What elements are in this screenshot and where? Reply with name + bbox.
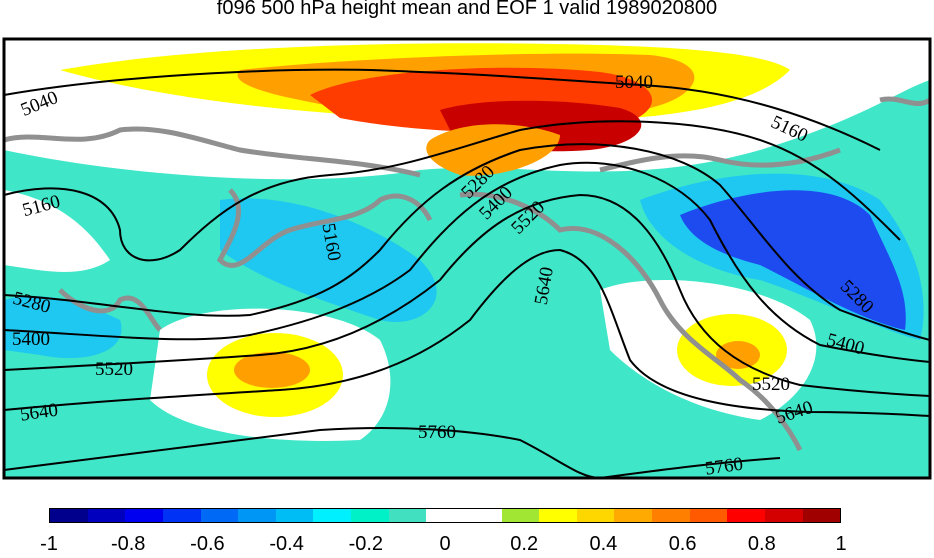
colorbar-segment [614,509,652,522]
colorbar-segment [689,509,728,522]
contour-label: 5520 [95,359,133,380]
contour-5280 [3,143,931,341]
colorbar-tick-label: -0.2 [348,533,384,555]
zero-region-asia [4,190,110,272]
contour-5160 [3,120,901,262]
colorbar-segment [351,509,389,522]
contour-label: 5760 [704,454,745,480]
positive-center-east-orange [716,341,760,369]
positive-region-alaska [426,124,560,176]
contour-5040 [3,68,881,151]
colorbar-segment [802,509,841,522]
colorbar-segment [388,509,427,522]
contour-5640 [3,248,931,417]
colorbar-segment [313,509,351,522]
contour-5760 [3,427,781,480]
colorbar-segment [87,509,126,522]
colorbar-tick-label: -0.4 [269,533,304,555]
contour-label: 5520 [752,374,790,395]
contour-label: 5760 [418,422,456,443]
colorbar-segment [539,509,577,522]
colorbar-tick-label: 0.6 [668,533,697,555]
colorbar-segment [426,509,464,522]
colorbar [49,508,841,523]
map-frame [2,37,932,480]
colorbar-tick-label: -0.8 [110,533,146,555]
negative-region-bering [220,198,437,322]
contour-label: 5040 [615,72,653,93]
colorbar-tick-label: -1 [40,533,58,555]
contour-5400 [3,161,931,363]
colorbar-tick-label: 0 [439,533,451,555]
colorbar-segment [727,509,765,522]
colorbar-segment [764,509,803,522]
colorbar-segment [50,509,88,522]
colorbar-tick-label: -0.6 [190,533,225,555]
height-contours [3,68,931,480]
positive-center-west-orange [234,352,310,388]
colorbar-tick-label: 1 [835,533,847,555]
colorbar-tick-label: 0.2 [510,533,539,555]
colorbar-segment [463,509,502,522]
colorbar-segment [275,509,314,522]
strong-negative-region [680,190,906,330]
colorbar-segment [652,509,690,522]
coastlines [4,96,930,452]
colorbar-segment [125,509,163,522]
colorbar-segment [200,509,239,522]
contour-5520 [3,193,931,397]
colorbar-segment [238,509,276,522]
colorbar-tick-label: 0.4 [589,533,618,555]
map-title: f096 500 hPa height mean and EOF 1 valid… [216,0,718,19]
colorbar-segment [501,509,540,522]
colorbar-segment [576,509,615,522]
contour-label: 5400 [12,329,50,350]
colorbar-segment [162,509,201,522]
colorbar-tick-label: 0.8 [747,533,776,555]
contour-label: 5640 [19,400,60,426]
